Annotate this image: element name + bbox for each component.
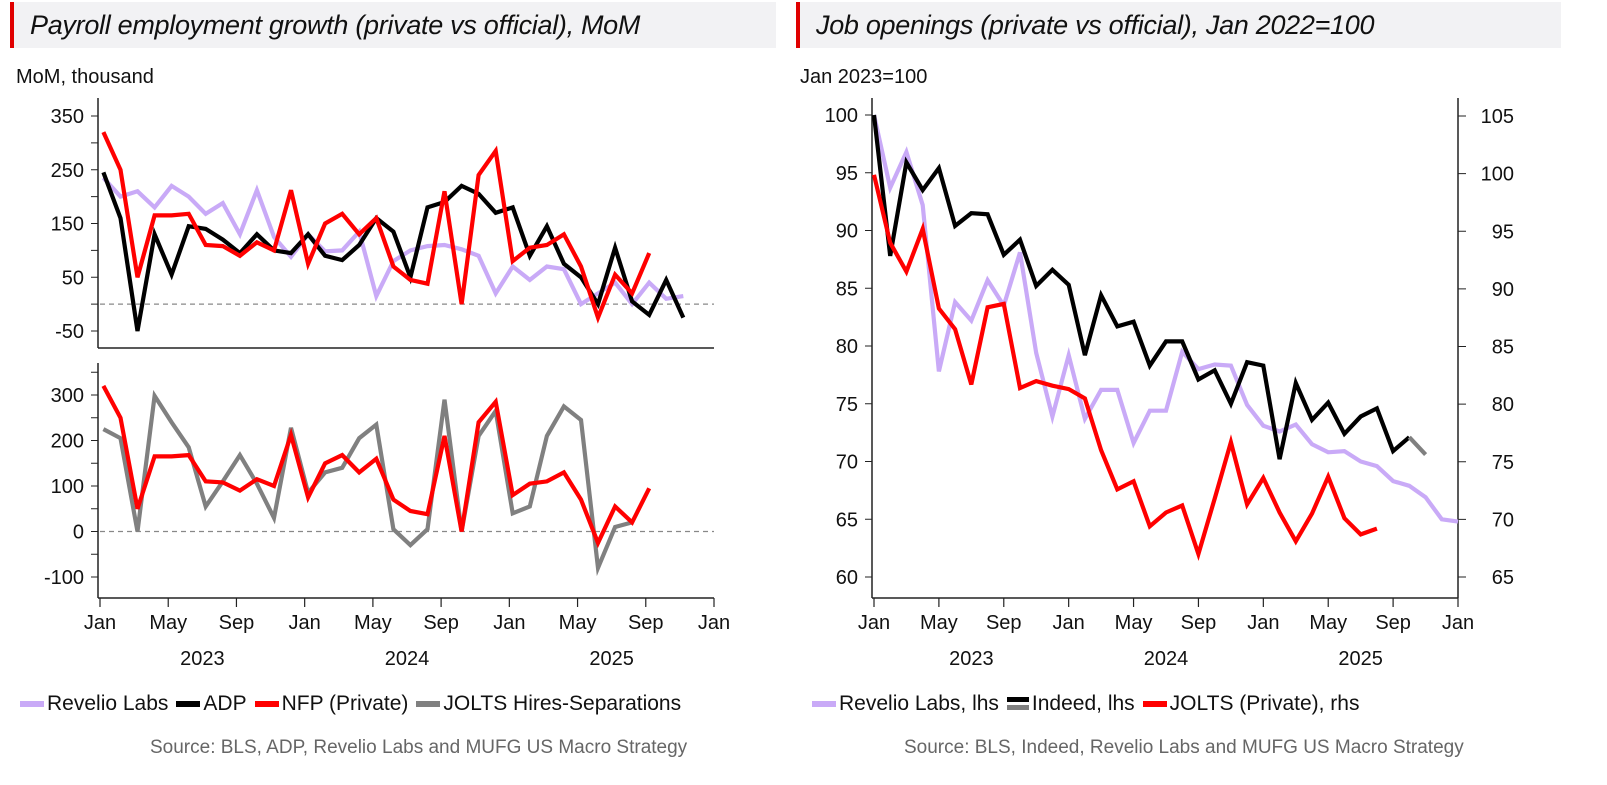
left-x-tick-label: Jan xyxy=(698,612,730,634)
legend-label-adp: ADP xyxy=(203,692,246,716)
left-x-tick-label: Jan xyxy=(84,612,116,634)
right-rhs-y-tick-label: 95 xyxy=(1492,221,1514,243)
left-x-tick-label: May xyxy=(149,612,187,634)
right-lhs-y-tick-label: 75 xyxy=(836,394,858,416)
right-rhs-y-tick-label: 80 xyxy=(1492,394,1514,416)
legend-swatch-revelio xyxy=(20,701,44,707)
left-x-tick-label: Sep xyxy=(628,612,664,634)
right-rhs-y-tick-label: 65 xyxy=(1492,567,1514,589)
left-bottom-y-tick-label: 200 xyxy=(51,431,84,453)
right-series-indeed-lhs xyxy=(874,115,1409,459)
legend-label-nfp: NFP (Private) xyxy=(282,692,409,716)
legend-label-jolts: JOLTS Hires-Separations xyxy=(443,692,681,716)
left-x-year-label: 2025 xyxy=(589,648,634,670)
legend-label-indeed-lhs: Indeed, lhs xyxy=(1032,692,1135,716)
left-top-series-revelio-labs xyxy=(103,178,683,304)
right-x-year-label: 2023 xyxy=(949,648,994,670)
right-lhs-y-tick-label: 95 xyxy=(836,163,858,185)
right-rhs-y-tick-label: 105 xyxy=(1481,106,1514,128)
legend-label-revelio: Revelio Labs xyxy=(47,692,168,716)
right-rhs-y-tick-label: 100 xyxy=(1481,164,1514,186)
left-bottom-y-tick-label: 0 xyxy=(73,522,84,544)
legend-swatch-nfp xyxy=(255,701,279,707)
legend-label-jolts-rhs: JOLTS (Private), rhs xyxy=(1170,692,1360,716)
right-x-tick-label: Sep xyxy=(986,612,1022,634)
right-rhs-y-tick-label: 75 xyxy=(1492,452,1514,474)
right-x-year-label: 2024 xyxy=(1144,648,1189,670)
legend-swatch-adp xyxy=(176,701,200,707)
left-x-tick-label: Jan xyxy=(289,612,321,634)
right-x-tick-label: Sep xyxy=(1181,612,1217,634)
right-x-tick-label: Jan xyxy=(1247,612,1279,634)
right-lhs-y-tick-label: 100 xyxy=(825,105,858,127)
left-top-y-tick-label: 150 xyxy=(51,214,84,236)
left-x-tick-label: May xyxy=(559,612,597,634)
left-top-y-tick-label: 350 xyxy=(51,106,84,128)
right-x-tick-label: Jan xyxy=(1442,612,1474,634)
right-source: Source: BLS, Indeed, Revelio Labs and MU… xyxy=(904,737,1464,759)
legend-swatch-revelio-lhs xyxy=(812,701,836,707)
left-top-y-tick-label: -50 xyxy=(55,321,84,343)
right-legend: Revelio Labs, lhs Indeed, lhs JOLTS (Pri… xyxy=(804,692,1359,716)
left-legend: Revelio Labs ADP NFP (Private) JOLTS Hir… xyxy=(12,692,681,716)
right-lhs-y-tick-label: 80 xyxy=(836,336,858,358)
right-x-year-label: 2025 xyxy=(1338,648,1383,670)
right-x-tick-label: May xyxy=(1115,612,1153,634)
legend-swatch-jolts-rhs xyxy=(1143,701,1167,707)
charts-canvas: 350 250 150 50 -50 300 200 100 0 -100 Jan May Sep Jan… xyxy=(0,0,1607,785)
right-series-indeed-tail xyxy=(1409,437,1425,454)
right-x-tick-label: Sep xyxy=(1375,612,1411,634)
left-x-year-label: 2023 xyxy=(180,648,225,670)
left-x-tick-label: Jan xyxy=(493,612,525,634)
left-bottom-y-tick-label: 300 xyxy=(51,385,84,407)
right-x-tick-label: May xyxy=(920,612,958,634)
right-lhs-y-tick-label: 70 xyxy=(836,452,858,474)
right-lhs-y-tick-label: 90 xyxy=(836,221,858,243)
left-x-year-label: 2024 xyxy=(385,648,430,670)
right-x-tick-label: May xyxy=(1309,612,1347,634)
right-lhs-y-tick-label: 85 xyxy=(836,278,858,300)
legend-swatch-jolts xyxy=(416,701,440,707)
right-rhs-y-tick-label: 90 xyxy=(1492,279,1514,301)
left-x-tick-label: May xyxy=(354,612,392,634)
left-bottom-y-tick-label: -100 xyxy=(44,567,84,589)
right-series-jolts-private-rhs xyxy=(874,175,1377,554)
right-lhs-y-tick-label: 60 xyxy=(836,567,858,589)
left-top-y-tick-label: 250 xyxy=(51,160,84,182)
left-source: Source: BLS, ADP, Revelio Labs and MUFG … xyxy=(150,737,687,759)
left-bottom-y-tick-label: 100 xyxy=(51,476,84,498)
right-series-revelio-labs-lhs xyxy=(874,115,1458,522)
right-rhs-y-tick-label: 70 xyxy=(1492,509,1514,531)
legend-label-revelio-lhs: Revelio Labs, lhs xyxy=(839,692,999,716)
right-x-tick-label: Jan xyxy=(858,612,890,634)
left-x-tick-label: Sep xyxy=(423,612,459,634)
left-x-tick-label: Sep xyxy=(219,612,255,634)
right-lhs-y-tick-label: 65 xyxy=(836,509,858,531)
legend-swatch-indeed-lhs xyxy=(1007,697,1029,711)
right-x-tick-label: Jan xyxy=(1053,612,1085,634)
right-rhs-y-tick-label: 85 xyxy=(1492,337,1514,359)
left-top-y-tick-label: 50 xyxy=(62,267,84,289)
left-bottom-series-jolts-hires-separations xyxy=(103,396,632,568)
